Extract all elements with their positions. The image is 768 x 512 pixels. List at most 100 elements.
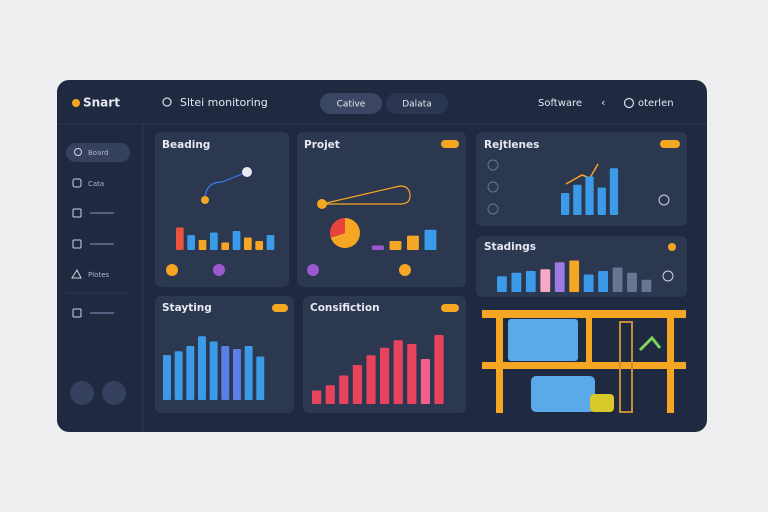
barrel (590, 394, 614, 412)
tab-label: Dalata (402, 100, 432, 110)
shelf (482, 362, 686, 369)
shelf (482, 310, 686, 318)
shelf-post (496, 318, 503, 413)
nav-icon (72, 208, 82, 218)
bar (325, 385, 335, 404)
bar (597, 187, 606, 215)
bar (627, 272, 637, 292)
user-icon (623, 97, 635, 109)
bar (393, 340, 403, 404)
bar (612, 267, 623, 292)
bar (244, 346, 253, 400)
bar (174, 351, 183, 400)
bar (585, 176, 594, 215)
bar (233, 349, 241, 400)
bar (424, 229, 437, 250)
bar (525, 271, 536, 292)
logo: Snart (83, 96, 120, 110)
search-field[interactable]: Sltei monitoring (180, 96, 268, 109)
panel (297, 132, 466, 287)
icon (658, 194, 670, 206)
bar (255, 241, 264, 250)
bar (598, 271, 609, 292)
panel-title: Beading (162, 139, 210, 151)
bar (569, 260, 580, 292)
bar (497, 276, 507, 292)
shelf-post (667, 318, 674, 413)
bar (232, 231, 241, 250)
tab[interactable] (386, 93, 448, 114)
node (201, 196, 209, 204)
bar (221, 346, 230, 400)
icon (662, 270, 674, 282)
bar (339, 375, 349, 404)
avatar (213, 264, 225, 276)
plant (638, 335, 662, 352)
bar (266, 235, 275, 250)
bar (366, 355, 376, 404)
bar (389, 241, 402, 250)
panel (155, 132, 289, 287)
avatar (166, 264, 178, 276)
node (317, 199, 327, 209)
panel-title: Consifiction (310, 302, 380, 314)
nav-icon (72, 178, 82, 188)
bar (244, 237, 252, 250)
bar (407, 344, 417, 404)
logo-icon (72, 99, 80, 107)
list-icon (487, 181, 499, 193)
list-icon (487, 159, 499, 171)
bar (198, 336, 206, 400)
trend-line (565, 163, 599, 185)
nav-icon (71, 268, 82, 279)
nav-label[interactable]: Cata (88, 180, 104, 188)
bar (312, 390, 322, 404)
round-button[interactable] (70, 381, 94, 405)
chevron[interactable]: ‹ (601, 96, 605, 109)
tab-label: Cative (337, 100, 366, 110)
bar (176, 227, 184, 250)
bar (210, 232, 218, 250)
bar (511, 272, 522, 292)
bar (221, 242, 230, 250)
connector (321, 185, 411, 205)
bar (434, 335, 444, 404)
bar (198, 240, 207, 250)
bar (163, 355, 171, 400)
shelf-post (586, 318, 592, 362)
badge (441, 304, 459, 312)
panel-title: Rejtlenes (484, 139, 539, 151)
panel (476, 132, 687, 226)
bar (352, 365, 363, 404)
bar (554, 262, 565, 292)
nav-icon (72, 308, 82, 318)
pie-slice (329, 218, 345, 238)
nav-label[interactable]: Board (88, 149, 109, 157)
bar (420, 359, 431, 404)
badge (441, 140, 459, 148)
screen-box (508, 319, 578, 361)
badge (660, 140, 680, 148)
bar (372, 245, 384, 250)
node (242, 167, 252, 177)
box (531, 376, 595, 412)
nav-active[interactable] (66, 143, 130, 162)
bar (187, 235, 196, 250)
round-button[interactable] (102, 381, 126, 405)
bar (407, 235, 419, 250)
avatar (307, 264, 319, 276)
bar (380, 347, 390, 404)
nav-label[interactable]: Plotes (88, 271, 110, 279)
bar (256, 356, 265, 400)
user-menu[interactable]: oterlen (638, 98, 674, 109)
bar (209, 341, 218, 400)
bar (186, 346, 195, 400)
nav-icon (74, 148, 82, 156)
bar (609, 168, 619, 215)
panel-title: Stadings (484, 241, 536, 253)
bar (540, 269, 551, 292)
tab-active[interactable] (320, 93, 382, 114)
menu[interactable]: Software (538, 98, 582, 109)
avatar (399, 264, 411, 276)
nav-icon (72, 239, 82, 249)
